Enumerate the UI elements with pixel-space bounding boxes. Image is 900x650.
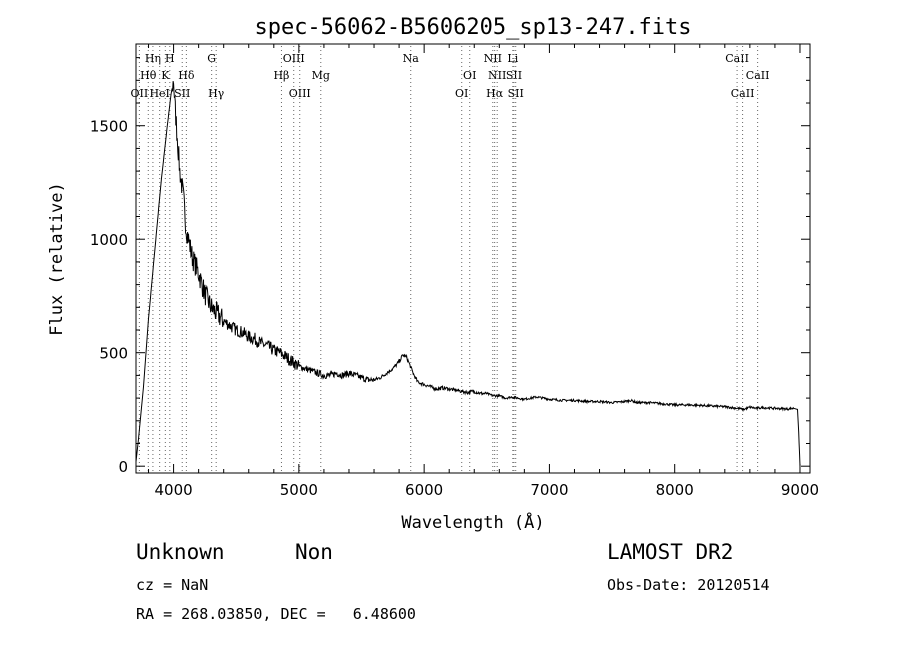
x-tick-label-9000: 9000 xyxy=(781,481,819,499)
obs-date: Obs-Date: 20120514 xyxy=(607,576,770,594)
survey-name: LAMOST DR2 xyxy=(607,540,734,564)
line-label-12: OIII xyxy=(289,87,311,100)
x-axis-label: Wavelength (Å) xyxy=(401,511,544,533)
chart-title: spec-56062-B5606205_sp13-247.fits xyxy=(254,15,691,40)
line-label-0: Hγ xyxy=(208,87,225,100)
line-label-25: CaII xyxy=(731,87,755,100)
line-label-13: Mg xyxy=(312,69,330,82)
line-label-11: Hβ xyxy=(273,69,289,82)
coordinates: RA = 268.03850, DEC = 6.48600 xyxy=(136,605,416,623)
redshift-label: cz = NaN xyxy=(136,576,209,594)
line-label-22: Li xyxy=(507,52,518,65)
line-label-7: HeI xyxy=(149,87,169,100)
series-layer xyxy=(135,81,801,467)
y-axis-label: Flux (relative) xyxy=(47,182,67,336)
line-label-14: Na xyxy=(403,52,420,65)
line-label-24: CaII xyxy=(746,69,770,82)
line-label-18: NII xyxy=(488,69,506,82)
x-tick-label-7000: 7000 xyxy=(530,481,568,499)
line-label-19: Hα xyxy=(486,87,504,100)
line-label-16: OI xyxy=(455,87,468,100)
line-label-9: G xyxy=(207,52,216,65)
line-label-17: NII xyxy=(484,52,502,65)
line-label-8: SII xyxy=(174,87,190,100)
line-label-2: Hη xyxy=(145,52,161,65)
object-subclass: Non xyxy=(295,540,333,564)
y-tick-label-1000: 1000 xyxy=(90,231,128,249)
line-label-15: OI xyxy=(463,69,476,82)
x-tick-label-8000: 8000 xyxy=(656,481,694,499)
plot-frame xyxy=(135,43,811,474)
line-label-10: OIII xyxy=(283,52,305,65)
y-axis-ticks: 0 500 1000 1500 xyxy=(90,57,810,476)
x-axis-ticks: 4000 5000 6000 7000 8000 9000 xyxy=(148,44,819,499)
object-class: Unknown xyxy=(136,540,225,564)
x-tick-label-4000: 4000 xyxy=(154,481,192,499)
x-tick-label-5000: 5000 xyxy=(280,481,318,499)
y-tick-label-500: 500 xyxy=(99,345,128,363)
line-label-20: SII xyxy=(506,69,522,82)
line-label-5: K xyxy=(161,69,170,82)
line-label-4: H xyxy=(165,52,175,65)
y-tick-label-0: 0 xyxy=(118,458,128,476)
y-tick-label-1500: 1500 xyxy=(90,118,128,136)
line-label-21: SII xyxy=(508,87,524,100)
line-label-3: Hθ xyxy=(140,69,157,82)
line-label-1: Hδ xyxy=(178,69,195,82)
line-label-23: CaII xyxy=(725,52,749,65)
line-label-6: OII xyxy=(131,87,149,100)
x-tick-label-6000: 6000 xyxy=(405,481,443,499)
spectrum-line xyxy=(135,81,801,467)
